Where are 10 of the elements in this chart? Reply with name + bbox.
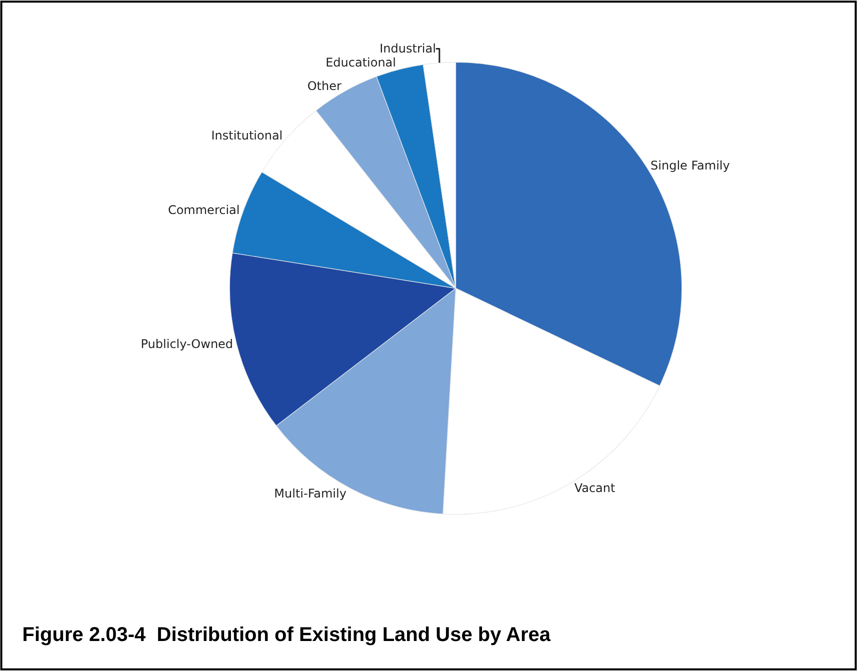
- slice-label: Single Family: [650, 158, 730, 173]
- slice-label: Vacant: [574, 481, 616, 496]
- slice-label: Other: [307, 78, 342, 93]
- slice-label: Industrial: [380, 42, 436, 56]
- slice-label: Institutional: [211, 128, 283, 143]
- slice-label: Multi-Family: [274, 486, 346, 501]
- slice-label: Commercial: [168, 203, 240, 218]
- slice-label: Publicly-Owned: [140, 337, 234, 352]
- slice-label: Educational: [326, 56, 396, 70]
- text: Figure 2.03-4 Distribution of Existing Land Use by Area: [22, 624, 552, 646]
